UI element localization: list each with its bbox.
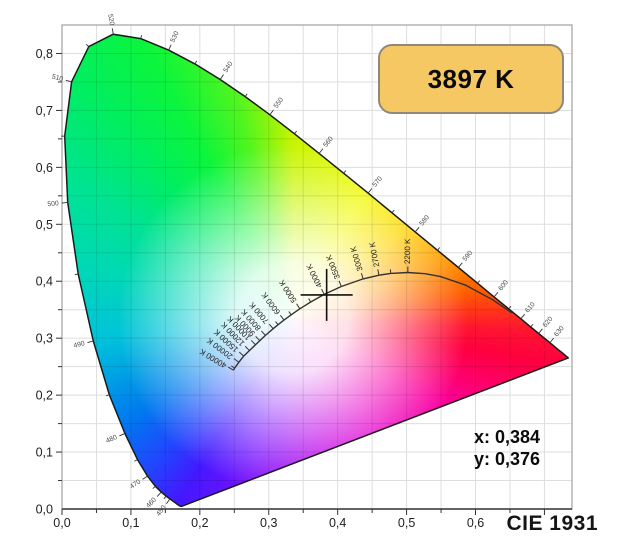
wavelength-tick (61, 201, 68, 204)
y-axis-tick-label: 0,8 (36, 47, 53, 61)
cct-tick (231, 365, 235, 369)
y-axis-tick-label: 0,5 (36, 218, 53, 232)
wavelength-label: 510 (51, 73, 64, 83)
wavelength-tick (163, 495, 167, 500)
cct-tick (244, 345, 250, 351)
wavelength-label: 620 (542, 316, 555, 329)
wavelength-tick (74, 273, 79, 276)
x-coordinate: x: 0,384 (474, 427, 541, 447)
wavelength-tick (168, 44, 172, 51)
wavelength-tick (414, 227, 420, 233)
wavelength-label: 590 (462, 250, 475, 263)
wavelength-tick (244, 93, 248, 97)
cct-tick (279, 314, 285, 321)
cct-tick (250, 340, 256, 346)
cct-label: 2200 K (403, 238, 412, 264)
wavelength-tick (294, 130, 297, 135)
wavelength-tick (134, 459, 138, 462)
y-axis-tick-label: 0,7 (36, 104, 53, 118)
wavelength-tick (166, 498, 171, 505)
wavelength-tick (87, 340, 94, 343)
x-axis-tick-label: 0,4 (329, 516, 346, 530)
cct-tick (255, 335, 261, 342)
cct-tick (228, 366, 234, 371)
wavelength-label: 450 (155, 504, 167, 517)
marker-cross[interactable] (300, 268, 353, 321)
wavelength-tick (194, 60, 198, 65)
wavelength-label: 550 (273, 96, 286, 109)
wavelength-tick (458, 262, 463, 268)
wavelength-tick (156, 491, 162, 497)
wavelength-tick (477, 280, 481, 284)
wavelength-tick (538, 328, 543, 334)
cct-tick (275, 321, 279, 325)
wavelength-tick (142, 475, 148, 480)
wavelength-tick (269, 109, 274, 116)
wavelength-tick (437, 247, 441, 251)
cct-tick (261, 330, 266, 336)
wavelength-tick (367, 188, 373, 194)
y-axis-tick-label: 0,3 (36, 332, 53, 346)
xy-readout: x: 0,384 y: 0,376 (474, 426, 540, 470)
cct-tick (338, 280, 342, 287)
y-axis-tick-label: 0,1 (36, 446, 53, 460)
cct-tick (268, 323, 274, 330)
wavelength-label: 520 (106, 14, 115, 27)
y-axis-tick-label: 0,4 (36, 275, 53, 289)
cct-tick (321, 288, 325, 295)
wavelength-label: 570 (371, 175, 384, 188)
cct-tick (288, 311, 292, 316)
x-axis-tick-label: 0,3 (260, 516, 277, 530)
cct-tick (296, 303, 301, 310)
x-axis-tick-label: 0,1 (122, 516, 139, 530)
wavelength-label: 560 (322, 135, 335, 148)
wavelength-tick (65, 79, 72, 83)
cct-tick (377, 269, 380, 276)
y-axis-tick-label: 0,6 (36, 161, 53, 175)
wavelength-label: 460 (145, 496, 158, 509)
wavelength-label: 500 (47, 200, 59, 208)
wavelength-tick (493, 291, 499, 298)
wavelength-tick (105, 394, 110, 397)
wavelength-label: 530 (169, 30, 180, 43)
y-axis-tick-label: 0,0 (36, 503, 53, 517)
cct-badge: 3897 K (378, 44, 564, 114)
wavelength-tick (549, 337, 555, 344)
cct-tick (238, 351, 245, 357)
wavelength-tick (343, 170, 347, 174)
wavelength-label: 630 (553, 325, 566, 338)
cct-tick (308, 298, 312, 303)
wavelength-tick (520, 313, 526, 320)
wavelength-tick (140, 35, 143, 39)
cct-tick (233, 358, 240, 363)
wavelength-tick (119, 433, 126, 437)
wavelength-tick (219, 74, 224, 80)
wavelength-label: 480 (105, 434, 118, 445)
wavelength-tick (318, 148, 324, 154)
y-axis-tick-label: 0,2 (36, 389, 53, 403)
x-axis-tick-label: 0,0 (53, 516, 70, 530)
wavelength-tick (508, 305, 512, 310)
x-axis-tick-label: 0,2 (191, 516, 208, 530)
wavelength-label: 610 (524, 301, 537, 314)
wavelength-tick (85, 43, 90, 47)
x-axis-tick-label: 0,5 (398, 516, 415, 530)
cct-value: 3897 K (427, 63, 515, 94)
x-axis-tick-label: 0,6 (467, 516, 484, 530)
wavelength-tick (111, 28, 114, 35)
y-coordinate: y: 0,376 (474, 449, 541, 469)
wavelength-label: 490 (73, 340, 86, 350)
wavelength-tick (152, 485, 156, 489)
wavelength-tick (391, 209, 395, 214)
wavelength-tick (530, 323, 534, 328)
wavelength-label: 580 (418, 214, 431, 227)
wavelength-label: 540 (222, 60, 234, 74)
cct-tick (360, 273, 364, 280)
diagram-title: CIE 1931 (506, 512, 598, 535)
